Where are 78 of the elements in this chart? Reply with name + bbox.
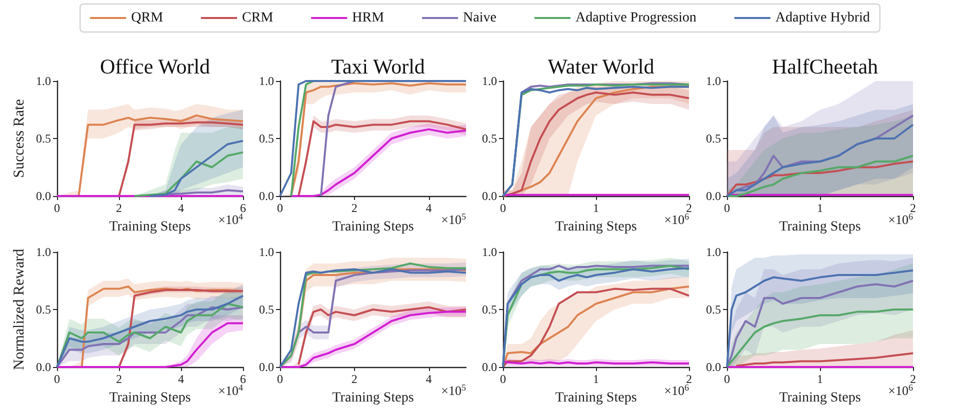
- y-tick-label: 1.0: [259, 74, 274, 88]
- y-tick-label: 0.0: [259, 360, 274, 374]
- y-axis-title: Success Rate: [12, 98, 28, 178]
- chart-title: Water World: [548, 54, 655, 78]
- y-tick-label: 0.5: [36, 132, 51, 146]
- y-tick-label: 1.0: [706, 245, 721, 259]
- y-tick-label: 0.5: [482, 302, 497, 316]
- y-tick-label: 1.0: [706, 74, 721, 88]
- y-tick-label: 1.0: [482, 74, 497, 88]
- chart-title: Office World: [100, 54, 211, 78]
- x-tick-label: 0: [724, 372, 730, 386]
- x-tick-label: 2: [116, 372, 122, 386]
- line-series: [735, 352, 914, 367]
- y-axis-title: Normalized Reward: [12, 248, 28, 370]
- y-tick-label: 0.0: [36, 189, 51, 203]
- x-tick-label: 0: [277, 372, 283, 386]
- x-tick-label: 1: [817, 372, 823, 386]
- x-tick-label: 2: [910, 201, 916, 215]
- x-tick-label: 2: [686, 372, 692, 386]
- x-axis-title: Training Steps: [779, 220, 861, 234]
- x-tick-label: 6: [240, 372, 246, 386]
- y-tick-label: 0.0: [706, 360, 721, 374]
- legend-label: Adaptive Progression: [575, 10, 696, 26]
- x-tick-label: 2: [116, 201, 122, 215]
- legend-label: Naive: [463, 10, 496, 26]
- x-axis-title: Training Steps: [109, 220, 191, 234]
- line-series: [149, 140, 244, 197]
- legend-label: Adaptive Hybrid: [775, 10, 870, 26]
- x-axis-title: Training Steps: [332, 220, 414, 234]
- x-tick-label: 1: [593, 201, 599, 215]
- x-tick-label: 0: [724, 201, 730, 215]
- y-tick-label: 1.0: [259, 245, 274, 259]
- x-tick-label: 1: [817, 201, 823, 215]
- x-tick-label: 2: [686, 201, 692, 215]
- x-tick-label: 4: [426, 372, 432, 386]
- x-tick-label: 4: [426, 201, 432, 215]
- y-tick-label: 0.0: [36, 360, 51, 374]
- x-tick-label: 0: [500, 201, 506, 215]
- y-tick-label: 0.5: [706, 132, 721, 146]
- x-tick-label: 2: [910, 372, 916, 386]
- chart-title: HalfCheetah: [772, 54, 879, 78]
- legend-label: QRM: [131, 10, 164, 26]
- y-tick-label: 0.0: [482, 360, 497, 374]
- line-series: [134, 151, 244, 197]
- chart-title: Taxi World: [331, 54, 426, 78]
- x-axis-title: Training Steps: [109, 390, 191, 406]
- x-tick-label: 1: [593, 372, 599, 386]
- x-axis-title: Training Steps: [555, 220, 637, 234]
- line-series: [290, 80, 314, 197]
- y-tick-label: 1.0: [36, 74, 51, 88]
- y-tick-label: 0.5: [259, 302, 274, 316]
- y-tick-label: 0.5: [259, 132, 274, 146]
- line-series: [320, 80, 356, 197]
- y-tick-label: 0.0: [706, 189, 721, 203]
- x-tick-label: 6: [240, 201, 246, 215]
- line-series: [118, 288, 244, 368]
- x-tick-label: 0: [54, 372, 60, 386]
- x-axis-title: Training Steps: [779, 390, 861, 406]
- y-tick-label: 1.0: [482, 245, 497, 259]
- y-tick-label: 1.0: [36, 245, 51, 259]
- y-tick-label: 0.0: [482, 189, 497, 203]
- x-tick-label: 0: [277, 201, 283, 215]
- y-tick-label: 0.0: [259, 189, 274, 203]
- legend-label: CRM: [242, 10, 274, 26]
- y-tick-label: 0.5: [706, 302, 721, 316]
- x-tick-label: 2: [351, 201, 358, 215]
- x-tick-label: 0: [54, 201, 60, 215]
- line-series: [118, 121, 244, 197]
- y-tick-label: 0.5: [36, 302, 51, 316]
- x-axis-title: Training Steps: [332, 390, 414, 406]
- x-axis-title: Training Steps: [555, 390, 637, 406]
- line-series: [78, 114, 244, 197]
- legend-label: HRM: [352, 10, 385, 26]
- x-tick-label: 0: [500, 372, 506, 386]
- x-tick-label: 4: [178, 372, 184, 386]
- y-tick-label: 0.5: [482, 132, 497, 146]
- x-tick-label: 4: [178, 201, 184, 215]
- x-tick-label: 2: [351, 372, 358, 386]
